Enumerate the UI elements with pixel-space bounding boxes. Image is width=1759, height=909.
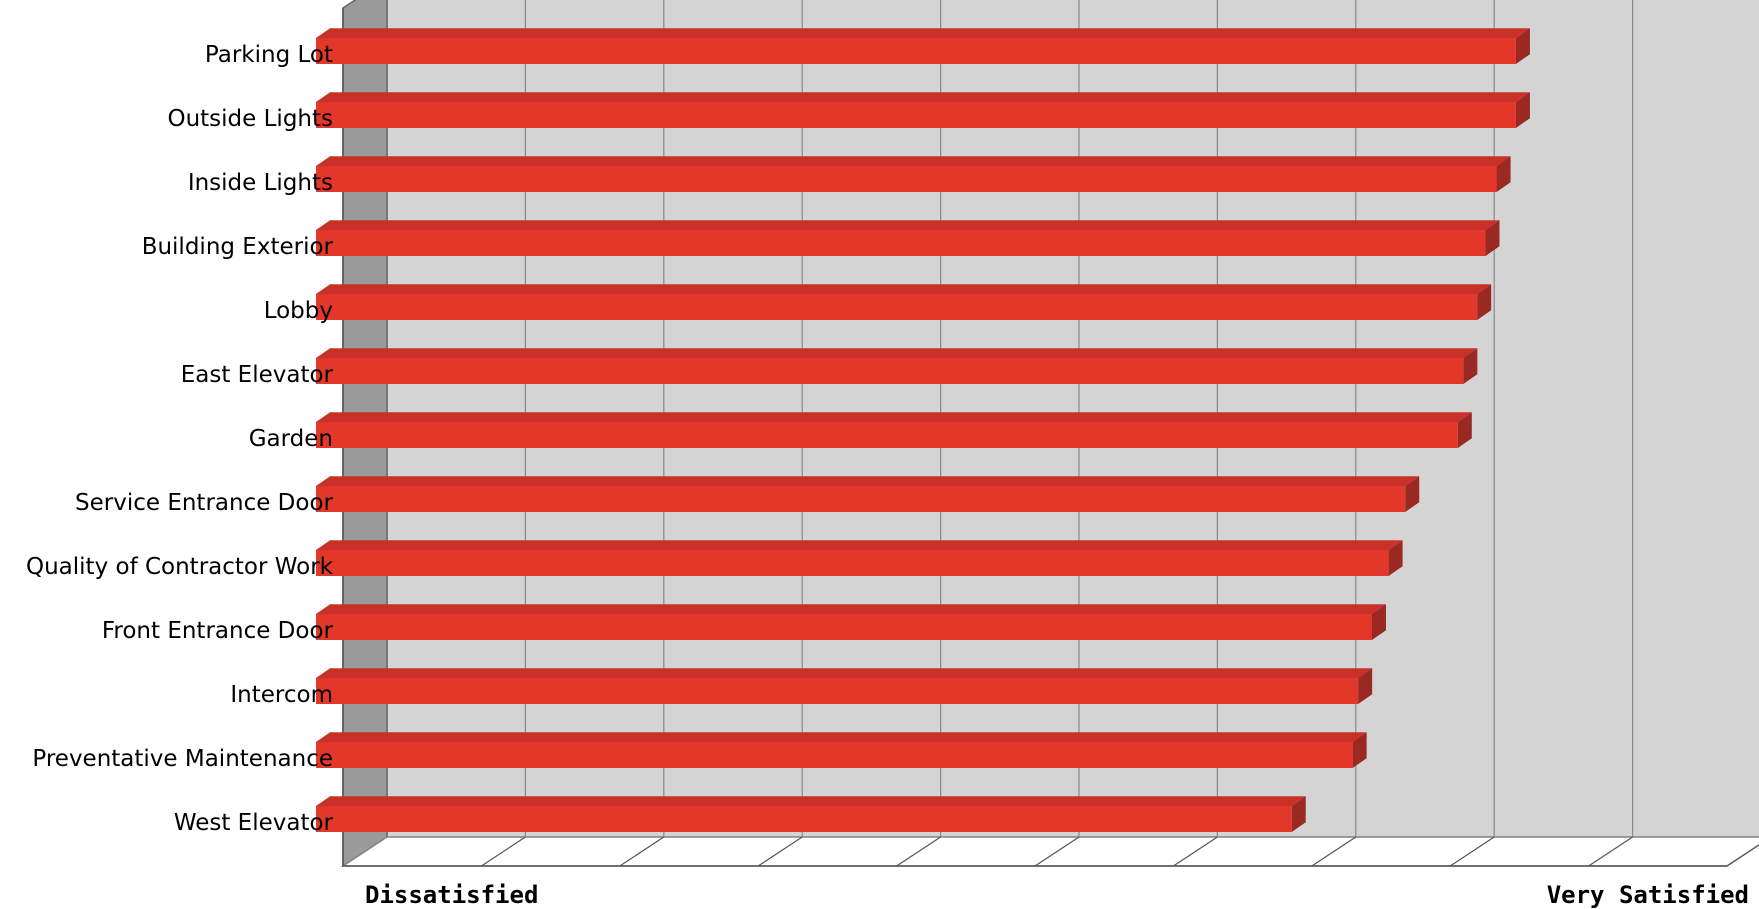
floor-tick (896, 836, 941, 867)
floor-tick (1588, 836, 1633, 867)
bar-front (316, 614, 1372, 640)
bar-top (316, 412, 1472, 422)
bar (316, 476, 1420, 512)
bar-end (1405, 476, 1420, 512)
bar-end (1371, 604, 1386, 640)
floor-tick (481, 836, 526, 867)
bar-front (316, 742, 1353, 768)
category-label: West Elevator (174, 810, 334, 836)
floor-tick (1311, 836, 1357, 867)
bar-front (316, 166, 1497, 192)
bar (316, 604, 1386, 640)
bar (316, 732, 1367, 768)
category-label: Inside Lights (188, 170, 333, 196)
floor-tick (1034, 836, 1080, 867)
bar-end (1352, 732, 1367, 768)
bar-top (316, 28, 1530, 38)
bar-top (316, 476, 1420, 486)
bar (316, 92, 1530, 128)
floor-tick (757, 836, 803, 867)
category-label: Quality of Contractor Work (26, 554, 334, 580)
bar (316, 348, 1478, 384)
bar (316, 412, 1472, 448)
bar-front (316, 230, 1486, 256)
bar-top (316, 796, 1306, 806)
bar-front (316, 38, 1516, 64)
x-axis-max-label: Very Satisfied (1547, 881, 1749, 909)
bar-front (316, 294, 1478, 320)
bar-top (316, 220, 1500, 230)
category-label: Intercom (230, 682, 333, 708)
bar-front (316, 358, 1464, 384)
bar-end (1388, 540, 1403, 576)
floor-tick (1449, 836, 1495, 867)
category-label: Outside Lights (167, 106, 333, 132)
bar-end (1485, 220, 1500, 256)
bar-top (316, 284, 1492, 294)
bar-end (1457, 412, 1472, 448)
bar-top (316, 348, 1478, 358)
bar-top (316, 732, 1367, 742)
bar-end (1477, 284, 1492, 320)
category-label: Lobby (264, 298, 333, 324)
bar (316, 284, 1492, 320)
bar (316, 540, 1403, 576)
floor-tick (1173, 836, 1218, 867)
category-label: Preventative Maintenance (32, 746, 333, 772)
category-label: Parking Lot (205, 42, 333, 68)
floor (340, 836, 1759, 867)
bar-front (316, 422, 1458, 448)
floor-tick (1726, 844, 1759, 867)
bar-end (1358, 668, 1373, 704)
x-axis-min-label: Dissatisfied (365, 881, 538, 909)
bar-top (316, 540, 1403, 550)
category-labels: Parking Lot Outside Lights Inside Lights Bu… (26, 42, 334, 836)
bar (316, 668, 1373, 704)
bar (316, 156, 1511, 192)
bar-end (1515, 92, 1530, 128)
bar (316, 220, 1500, 256)
category-label: Garden (249, 426, 333, 452)
category-label: Building Exterior (142, 234, 334, 260)
chart-bars (316, 28, 1530, 832)
category-label: Front Entrance Door (102, 618, 334, 644)
floor-tick (619, 836, 665, 867)
bar-top (316, 604, 1386, 614)
bar-end (1496, 156, 1511, 192)
bar-front (316, 806, 1292, 832)
category-label: Service Entrance Door (75, 490, 334, 516)
bar-end (1291, 796, 1306, 832)
bar-front (316, 102, 1516, 128)
bar-top (316, 156, 1511, 166)
bar-top (316, 668, 1373, 678)
bar-end (1463, 348, 1478, 384)
bar (316, 796, 1306, 832)
bar-front (316, 550, 1389, 576)
category-label: East Elevator (181, 362, 334, 388)
bar-front (316, 678, 1359, 704)
bar (316, 28, 1530, 64)
bar-front (316, 486, 1406, 512)
bar-top (316, 92, 1530, 102)
bar-end (1515, 28, 1530, 64)
